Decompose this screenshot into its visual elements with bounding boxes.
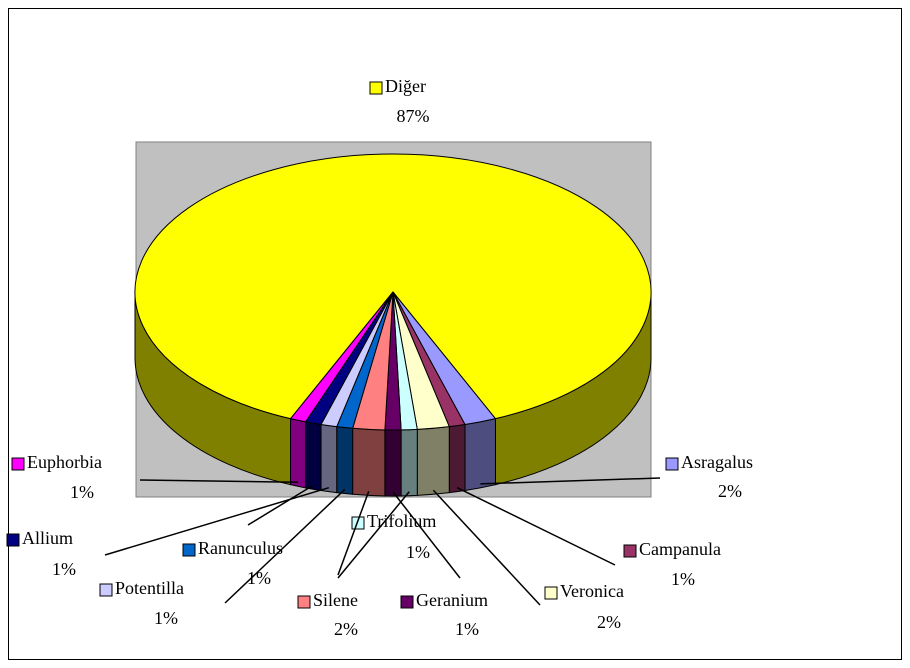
category-label: Potentilla xyxy=(115,578,184,598)
category-label: Allium xyxy=(22,528,73,548)
category-label: Asragalus xyxy=(681,452,753,472)
legend-key xyxy=(369,81,383,95)
leader-line xyxy=(224,489,346,604)
category-label: Veronica xyxy=(560,581,624,601)
leader-line xyxy=(139,479,299,484)
value-label: 1% xyxy=(154,608,178,628)
leader-line xyxy=(337,491,370,576)
leader-line xyxy=(432,489,541,606)
value-label: 1% xyxy=(455,619,479,639)
legend-key xyxy=(665,457,679,471)
legend-key xyxy=(6,533,20,547)
legend-key xyxy=(623,544,637,558)
value-label: 2% xyxy=(597,612,621,632)
leader-line xyxy=(480,477,661,485)
value-label: 87% xyxy=(397,106,430,126)
legend-key xyxy=(400,595,414,609)
pie-side xyxy=(384,429,402,497)
value-label: 1% xyxy=(70,482,94,502)
category-label: Diğer xyxy=(385,76,426,96)
value-label: 2% xyxy=(334,619,358,639)
legend-key xyxy=(544,586,558,600)
value-label: 1% xyxy=(52,559,76,579)
pie-side xyxy=(320,423,338,494)
category-label: Silene xyxy=(313,590,358,610)
legend-key xyxy=(182,543,196,557)
pie-side xyxy=(290,418,307,489)
legend-key xyxy=(99,583,113,597)
legend-key xyxy=(11,457,25,471)
labels: Diğer 87% Asragalus 2% Campanula 1% Veronica 2%… xyxy=(6,76,753,639)
category-label: Euphorbia xyxy=(27,452,102,472)
category-label: Ranunculus xyxy=(198,538,283,558)
pie-side xyxy=(336,426,354,495)
pie-side xyxy=(448,423,466,494)
leader-line xyxy=(392,491,461,579)
pie-side xyxy=(352,427,386,497)
pie-tops xyxy=(134,153,652,431)
leader-line xyxy=(337,491,410,579)
pie-sides xyxy=(134,291,652,497)
pie-side xyxy=(464,418,496,492)
value-label: 1% xyxy=(671,569,695,589)
value-label: 1% xyxy=(406,542,430,562)
category-label: Campanula xyxy=(639,539,721,559)
pie-side xyxy=(416,426,450,496)
leader-line xyxy=(456,486,616,566)
pie-side xyxy=(400,428,418,497)
value-label: 1% xyxy=(247,568,271,588)
legend-key xyxy=(297,595,311,609)
value-label: 2% xyxy=(718,481,742,501)
pie-slice xyxy=(289,291,394,423)
category-label: Trifolium xyxy=(367,511,436,531)
legend-key xyxy=(351,516,365,530)
pie-slice xyxy=(134,153,652,420)
pie-side xyxy=(305,421,322,492)
category-label: Geranium xyxy=(416,590,488,610)
leader-line xyxy=(247,484,314,526)
